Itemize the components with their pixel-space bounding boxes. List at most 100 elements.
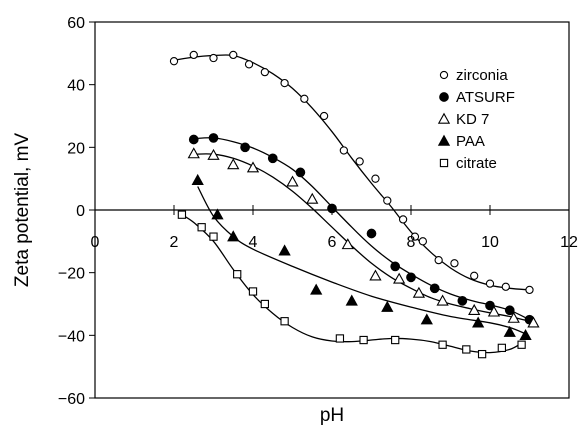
y-tick-label: −40 <box>58 328 85 345</box>
legend-marker-paa <box>437 134 451 146</box>
point-citrate <box>517 340 526 349</box>
y-tick-label: 60 <box>67 15 85 32</box>
point-citrate <box>233 270 242 279</box>
point-paa <box>227 230 240 242</box>
point-zirconia <box>339 146 348 155</box>
point-citrate <box>497 343 506 353</box>
tick-labels: 0 2 4 6 8 10 12 −60 −40 −20 0 20 40 60 <box>58 15 578 408</box>
point-atsurf <box>240 142 250 153</box>
point-citrate <box>391 335 400 345</box>
point-zirconia <box>209 53 218 63</box>
point-atsurf <box>406 272 416 283</box>
point-zirconia <box>189 50 198 60</box>
legend-label-zirconia: zirconia <box>456 67 508 84</box>
y-tick-label: 0 <box>76 203 85 220</box>
point-paa <box>472 316 485 328</box>
curve-atsurf <box>193 137 530 321</box>
legend-label-atsurf: ATSURF <box>456 89 515 106</box>
point-citrate <box>177 210 187 219</box>
point-atsurf <box>295 167 306 178</box>
point-zirconia <box>450 259 459 268</box>
point-atsurf <box>267 153 278 164</box>
point-zirconia <box>470 271 479 280</box>
point-citrate <box>197 223 206 232</box>
y-tick-label: −20 <box>58 266 85 283</box>
point-paa <box>420 313 433 325</box>
x-tick-label: 2 <box>170 234 179 251</box>
legend-label-citrate: citrate <box>456 155 497 172</box>
point-paa <box>345 294 358 306</box>
point-zirconia <box>501 282 510 291</box>
point-zirconia <box>418 237 427 246</box>
point-zirconia <box>244 60 254 69</box>
point-citrate <box>438 340 447 349</box>
point-zirconia <box>525 285 534 295</box>
point-zirconia <box>371 174 380 183</box>
point-kd-7 <box>187 147 200 159</box>
legend-label-kd-7: KD 7 <box>456 111 489 128</box>
point-zirconia <box>383 196 392 205</box>
point-paa <box>310 283 323 295</box>
point-citrate <box>209 232 218 241</box>
point-atsurf <box>504 305 515 316</box>
point-kd-7 <box>436 294 449 306</box>
point-atsurf <box>208 133 219 143</box>
point-kd-7 <box>507 311 520 323</box>
point-zirconia <box>169 57 179 66</box>
point-zirconia <box>260 67 269 77</box>
x-tick-label: 8 <box>407 234 416 251</box>
legend-marker-zirconia <box>439 70 449 80</box>
point-kd-7 <box>207 148 220 160</box>
legend-marker-citrate <box>439 158 449 168</box>
point-zirconia <box>300 94 309 103</box>
point-zirconia <box>280 78 289 88</box>
point-kd-7 <box>487 305 501 317</box>
point-zirconia <box>319 111 329 121</box>
point-zirconia <box>434 255 443 265</box>
legend-marker-kd-7 <box>437 112 451 124</box>
point-citrate <box>477 349 487 359</box>
point-kd-7 <box>468 303 481 315</box>
point-kd-7 <box>246 161 260 173</box>
point-atsurf <box>327 203 337 214</box>
point-atsurf <box>188 134 199 145</box>
point-paa <box>381 300 394 312</box>
point-kd-7 <box>527 316 540 328</box>
point-paa <box>211 208 224 220</box>
y-tick-label: −60 <box>58 391 85 408</box>
point-paa <box>519 329 532 341</box>
point-atsurf <box>485 300 495 311</box>
point-citrate <box>335 334 345 343</box>
point-citrate <box>462 345 471 354</box>
point-atsurf <box>390 261 401 272</box>
point-zirconia <box>410 232 420 241</box>
y-tick-label: 20 <box>67 140 85 157</box>
x-tick-label: 0 <box>91 234 100 251</box>
point-kd-7 <box>306 192 319 204</box>
y-tick-label: 40 <box>67 78 85 95</box>
point-citrate <box>280 317 289 326</box>
point-kd-7 <box>341 238 354 250</box>
point-zirconia <box>229 50 238 60</box>
legend: zirconia ATSURF KD 7 PAA citrate <box>437 67 515 172</box>
point-atsurf <box>429 283 440 294</box>
point-kd-7 <box>412 286 426 298</box>
point-paa <box>503 325 516 337</box>
point-kd-7 <box>227 158 240 170</box>
point-paa <box>191 173 204 185</box>
point-zirconia <box>485 279 495 288</box>
point-paa <box>278 244 291 256</box>
point-atsurf <box>457 296 468 306</box>
x-tick-label: 4 <box>249 234 258 251</box>
point-citrate <box>359 335 368 345</box>
legend-marker-atsurf <box>439 92 449 102</box>
x-axis-title: pH <box>320 405 344 426</box>
point-kd-7 <box>369 269 382 281</box>
point-zirconia <box>355 157 364 166</box>
x-tick-label: 12 <box>560 234 578 251</box>
y-axis-title: Zeta potential, mV <box>12 133 33 288</box>
point-zirconia <box>398 215 408 224</box>
x-tick-label: 6 <box>328 234 337 251</box>
point-citrate <box>260 299 269 309</box>
